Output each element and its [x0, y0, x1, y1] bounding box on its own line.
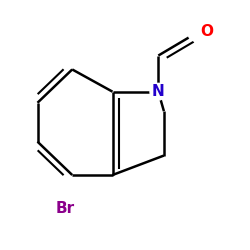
Circle shape	[150, 83, 167, 100]
Text: Br: Br	[56, 201, 75, 216]
Text: N: N	[152, 84, 165, 99]
Circle shape	[188, 26, 204, 41]
Text: O: O	[200, 24, 213, 40]
